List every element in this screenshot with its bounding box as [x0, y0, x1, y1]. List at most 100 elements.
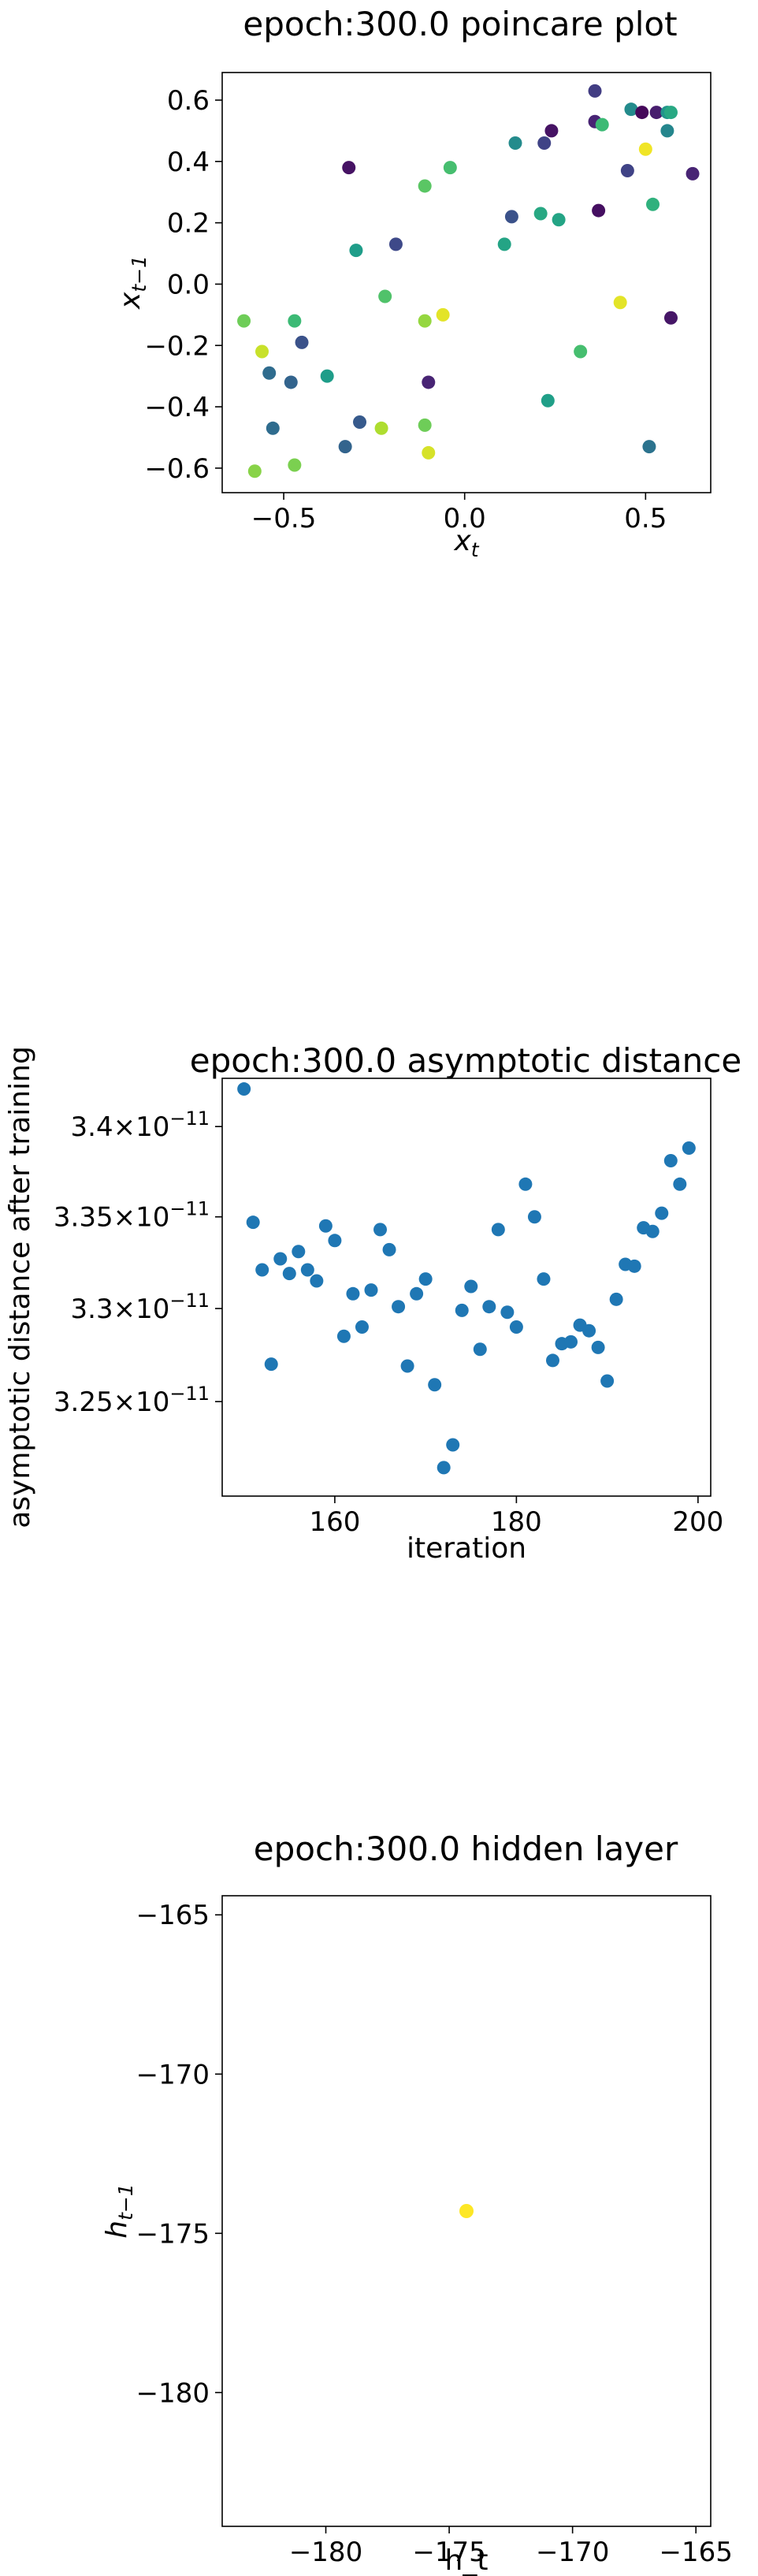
scatter-points — [237, 1082, 696, 1475]
scatter-point — [288, 314, 302, 328]
scatter-point — [284, 375, 298, 389]
scatter-point — [564, 1335, 578, 1349]
scatter-point — [262, 366, 277, 380]
y-tick-label: −170 — [136, 2059, 210, 2090]
y-ticks: −0.6 −0.4 −0.2 0.0 0.2 0.4 0.6 — [144, 85, 222, 485]
scatter-point — [338, 440, 352, 454]
chart-title: epoch:300.0 asymptotic distance — [190, 1041, 741, 1080]
scatter-point — [527, 1210, 541, 1224]
scatter-point — [418, 418, 432, 432]
scatter-point — [574, 344, 588, 359]
y-tick-label: −175 — [136, 2218, 210, 2250]
scatter-point — [237, 314, 251, 328]
scatter-point — [591, 1340, 605, 1354]
scatter-point — [273, 1252, 288, 1266]
scatter-points — [459, 2204, 474, 2218]
y-tick-label: 0.6 — [167, 85, 210, 117]
scatter-point — [410, 1286, 424, 1301]
y-tick-label: 3.35×10−11 — [54, 1198, 210, 1234]
scatter-point — [382, 1242, 396, 1256]
scatter-point — [378, 289, 392, 303]
scatter-point — [582, 1323, 596, 1338]
x-tick-label: −170 — [536, 2537, 609, 2568]
y-tick-label: −0.2 — [144, 330, 210, 362]
scatter-point — [686, 166, 700, 181]
x-ticks: −180 −175 −170 −165 — [289, 2526, 733, 2568]
x-tick-label: 200 — [672, 1506, 723, 1538]
chart-title: epoch:300.0 hidden layer — [254, 1830, 678, 1868]
scatter-point — [349, 244, 363, 258]
scatter-point — [255, 1263, 269, 1277]
scatter-point — [364, 1283, 378, 1297]
scatter-point — [422, 375, 436, 389]
scatter-point — [588, 84, 602, 98]
scatter-point — [609, 1292, 623, 1306]
plot-frame — [221, 1078, 712, 1497]
x-tick-label: −175 — [412, 2537, 485, 2568]
y-tick-label: −0.4 — [144, 392, 210, 423]
x-tick-label: 0.0 — [444, 503, 486, 534]
scatter-point — [504, 210, 518, 224]
scatter-point — [537, 1272, 551, 1286]
x-tick-label: −180 — [289, 2537, 362, 2568]
y-tick-label: −0.6 — [144, 453, 210, 485]
scatter-point — [464, 1279, 478, 1294]
scatter-point — [663, 106, 678, 120]
x-axis-label: h_t — [445, 2544, 489, 2576]
x-axis-label: iteration — [407, 1532, 526, 1565]
scatter-point — [443, 161, 457, 175]
scatter-points — [237, 84, 700, 478]
scatter-point — [436, 307, 450, 322]
scatter-point — [392, 1300, 406, 1314]
scatter-point — [388, 237, 403, 251]
scatter-point — [473, 1342, 487, 1357]
scatter-point — [264, 1357, 278, 1372]
scatter-point — [627, 1259, 641, 1273]
scatter-point — [328, 1234, 342, 1248]
y-tick-label: −165 — [136, 1900, 210, 1931]
scatter-point — [459, 2204, 474, 2218]
x-ticks: 160 180 200 — [309, 1496, 723, 1538]
scatter-point — [638, 142, 652, 156]
scatter-point — [292, 1245, 306, 1259]
scatter-point — [682, 1141, 696, 1156]
scatter-point — [673, 1177, 687, 1191]
scatter-point — [600, 1374, 615, 1388]
y-tick-label: 0.0 — [167, 269, 210, 300]
plot-frame — [221, 1895, 712, 2527]
scatter-point — [663, 1154, 678, 1168]
scatter-point — [237, 1082, 251, 1096]
scatter-point — [418, 1272, 433, 1286]
y-tick-label: 3.3×10−11 — [71, 1290, 210, 1325]
scatter-point — [353, 415, 367, 430]
y-tick-label: 3.4×10−11 — [71, 1107, 210, 1143]
scatter-point — [266, 421, 280, 435]
y-tick-label: 0.4 — [167, 147, 210, 178]
scatter-point — [537, 136, 552, 150]
scatter-point — [655, 1206, 669, 1220]
scatter-point — [642, 440, 656, 454]
scatter-point — [552, 213, 566, 227]
scatter-point — [373, 1223, 388, 1237]
scatter-point — [346, 1286, 360, 1301]
scatter-point — [635, 106, 649, 120]
scatter-point — [624, 102, 638, 117]
plot-frame — [221, 72, 712, 493]
x-tick-label: 180 — [491, 1506, 542, 1538]
y-ticks: 3.25×10−11 3.3×10−11 3.35×10−11 3.4×10−11 — [54, 1107, 222, 1418]
poincare-chart: epoch:300.0 poincare plot −0.6 −0.4 −0.2 0.… — [114, 5, 712, 561]
scatter-point — [497, 237, 511, 251]
y-axis-label: asymptotic distance after training — [4, 1046, 36, 1528]
scatter-point — [541, 393, 555, 408]
scatter-point — [508, 136, 522, 150]
scatter-point — [300, 1263, 314, 1277]
scatter-point — [342, 161, 356, 175]
x-ticks: −0.5 0.0 0.5 — [251, 493, 667, 534]
x-axis-label: xt — [453, 525, 479, 561]
scatter-point — [509, 1320, 523, 1335]
scatter-point — [246, 1215, 260, 1230]
scatter-point — [422, 445, 436, 460]
hidden-layer-chart: epoch:300.0 hidden layer −165 −170 −175 −18… — [101, 1830, 733, 2576]
scatter-point — [455, 1303, 469, 1317]
